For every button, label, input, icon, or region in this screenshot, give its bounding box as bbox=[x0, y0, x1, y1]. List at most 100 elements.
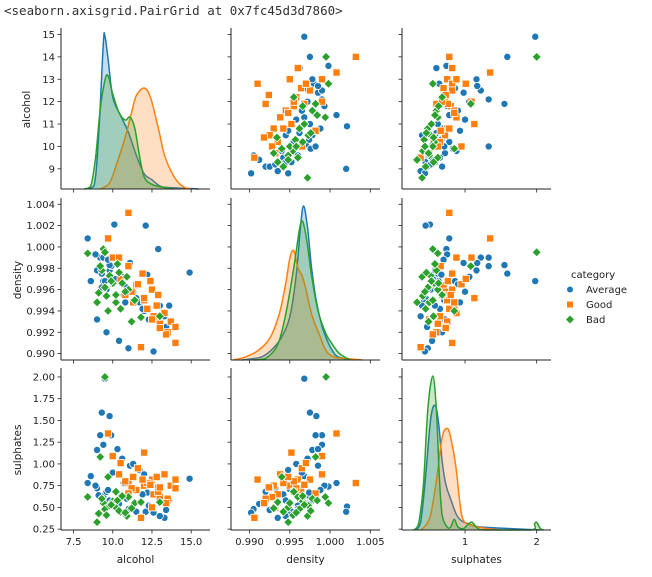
scatter-point-good bbox=[452, 75, 461, 84]
scatter-point-average bbox=[86, 277, 95, 286]
scatter-point-bad bbox=[433, 101, 444, 112]
scatter-point-bad bbox=[310, 98, 321, 109]
scatter-point-good bbox=[253, 79, 262, 88]
scatter-point-bad bbox=[312, 495, 323, 506]
scatter-point-bad bbox=[299, 118, 310, 130]
scatter-point-bad bbox=[135, 497, 147, 508]
scatter-point-average bbox=[484, 262, 493, 271]
scatter-point-average bbox=[305, 52, 314, 61]
x-axis-label-alcohol: alcohol bbox=[117, 554, 155, 566]
scatter-point-average bbox=[155, 512, 164, 521]
scatter-point-average bbox=[83, 479, 92, 488]
scatter-point-average bbox=[93, 445, 102, 454]
scatter-point-bad bbox=[426, 276, 437, 287]
scatter-point-average bbox=[472, 75, 481, 84]
y-axis-label-sulphates: sulphates bbox=[12, 425, 24, 476]
y-tick-label: 0.992 bbox=[26, 328, 55, 339]
scatter-point-good bbox=[171, 475, 180, 484]
x-axis-label-density: density bbox=[286, 554, 325, 566]
scatter-point-average bbox=[421, 221, 430, 230]
scatter-point-good bbox=[116, 459, 125, 468]
panel-alcohol-vs-density bbox=[227, 28, 380, 193]
scatter-point-bad bbox=[432, 284, 443, 295]
scatter-point-bad bbox=[531, 247, 542, 258]
scatter-point-average bbox=[300, 32, 309, 41]
scatter-point-average bbox=[484, 253, 493, 262]
scatter-point-bad bbox=[320, 51, 332, 62]
scatter-point-bad bbox=[292, 152, 303, 163]
scatter-point-bad bbox=[276, 471, 287, 483]
scatter-point-bad bbox=[106, 276, 117, 287]
scatter-point-bad bbox=[305, 505, 316, 516]
scatter-point-average bbox=[124, 344, 133, 353]
scatter-point-average bbox=[149, 347, 158, 356]
scatter-point-bad bbox=[120, 286, 131, 297]
scatter-point-bad bbox=[427, 141, 438, 152]
y-tick-label: 12 bbox=[42, 97, 55, 108]
scatter-point-good bbox=[166, 317, 175, 326]
scatter-point-average bbox=[342, 122, 351, 131]
scatter-point-bad bbox=[320, 371, 332, 383]
scatter-point-good bbox=[461, 79, 470, 88]
kde-line-bad bbox=[84, 74, 173, 190]
scatter-point-bad bbox=[411, 154, 423, 165]
scatter-point-average bbox=[461, 287, 470, 296]
scatter-point-average bbox=[324, 61, 333, 70]
scatter-point-good bbox=[147, 503, 156, 512]
x-tick-label: 0.990 bbox=[235, 537, 264, 548]
scatter-point-bad bbox=[297, 491, 308, 502]
y-tick-label: 1.75 bbox=[33, 394, 55, 405]
scatter-point-average bbox=[311, 431, 320, 440]
scatter-point-good bbox=[301, 459, 310, 468]
panel-alcohol-vs-alcohol: 9 10 11 12 13 14 15 alcohol bbox=[21, 28, 210, 193]
scatter-point-bad bbox=[95, 451, 106, 463]
scatter-point-good bbox=[250, 153, 259, 162]
legend-title: category bbox=[571, 270, 615, 281]
scatter-point-good bbox=[448, 86, 457, 95]
scatter-point-good bbox=[351, 52, 360, 61]
scatter-point-bad bbox=[121, 271, 132, 282]
x-tick-label: 1 bbox=[462, 537, 468, 548]
scatter-point-bad bbox=[126, 316, 137, 327]
scatter-point-good bbox=[162, 330, 171, 339]
panel-density-vs-density bbox=[227, 198, 380, 364]
scatter-point-bad bbox=[449, 305, 460, 316]
scatter-point-good bbox=[104, 234, 113, 243]
kde-fill-average bbox=[241, 205, 355, 360]
scatter-point-good bbox=[121, 477, 130, 486]
scatter-point-bad bbox=[101, 510, 112, 521]
scatter-point-average bbox=[484, 95, 493, 104]
scatter-point-bad bbox=[297, 101, 308, 112]
scatter-point-good bbox=[305, 86, 314, 95]
kde-fill-bad bbox=[84, 74, 173, 189]
scatter-point-good bbox=[154, 290, 163, 299]
x-tick-label: 12.5 bbox=[141, 537, 163, 548]
scatter-point-bad bbox=[428, 157, 439, 168]
scatter-point-good bbox=[443, 277, 452, 286]
scatter-point-bad bbox=[310, 451, 321, 463]
scatter-point-bad bbox=[113, 505, 125, 516]
x-tick-label: 7.5 bbox=[66, 537, 82, 548]
scatter-point-good bbox=[445, 208, 454, 217]
scatter-point-good bbox=[297, 464, 306, 473]
scatter-point-bad bbox=[102, 305, 114, 316]
scatter-point-good bbox=[457, 142, 466, 151]
scatter-point-good bbox=[284, 108, 293, 117]
scatter-point-bad bbox=[416, 172, 428, 183]
scatter-point-average bbox=[342, 507, 351, 516]
scatter-point-average bbox=[313, 445, 322, 454]
panel-density-vs-sulphates bbox=[398, 198, 551, 364]
scatter-point-good bbox=[124, 208, 133, 217]
scatter-point-bad bbox=[95, 261, 106, 272]
scatter-point-bad bbox=[423, 148, 434, 159]
scatter-point-bad bbox=[126, 503, 137, 514]
scatter-point-good bbox=[305, 475, 314, 484]
scatter-point-good bbox=[448, 269, 457, 278]
scatter-point-good bbox=[260, 499, 269, 508]
scatter-point-bad bbox=[423, 316, 434, 327]
scatter-point-average bbox=[473, 81, 482, 90]
scatter-point-bad bbox=[283, 154, 294, 165]
y-tick-label: 10 bbox=[42, 142, 55, 153]
scatter-point-bad bbox=[312, 110, 323, 121]
scatter-point-good bbox=[318, 470, 327, 479]
